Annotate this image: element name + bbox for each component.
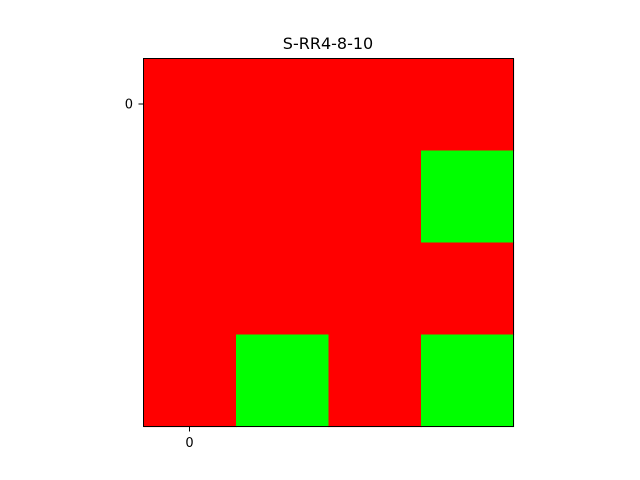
- heatmap-cell-r0-c2: [328, 58, 422, 152]
- heatmap-cells: [143, 58, 515, 428]
- heatmap-cell-r1-c3: [421, 150, 515, 244]
- heatmap-cell-r0-c1: [236, 58, 330, 152]
- heatmap-cell-r2-c2: [328, 242, 422, 336]
- plot-frame: [143, 58, 514, 427]
- y-axis-tick-label: 0: [125, 98, 133, 113]
- heatmap-cell-r3-c0: [143, 334, 237, 428]
- heatmap-cell-r2-c1: [236, 242, 330, 336]
- heatmap-cell-r0-c3: [421, 58, 515, 152]
- heatmap-cell-r0-c0: [143, 58, 237, 152]
- heatmap-cell-r1-c0: [143, 150, 237, 244]
- heatmap-cell-r1-c1: [236, 150, 330, 244]
- chart-title: S-RR4-8-10: [283, 34, 373, 53]
- heatmap-cell-r3-c1: [236, 334, 330, 428]
- heatmap-cell-r1-c2: [328, 150, 422, 244]
- heatmap-cell-r3-c2: [328, 334, 422, 428]
- heatmap-cell-r3-c3: [421, 334, 515, 428]
- heatmap-cell-r2-c0: [143, 242, 237, 336]
- x-axis-tick-label: 0: [185, 436, 193, 451]
- heatmap-cell-r2-c3: [421, 242, 515, 336]
